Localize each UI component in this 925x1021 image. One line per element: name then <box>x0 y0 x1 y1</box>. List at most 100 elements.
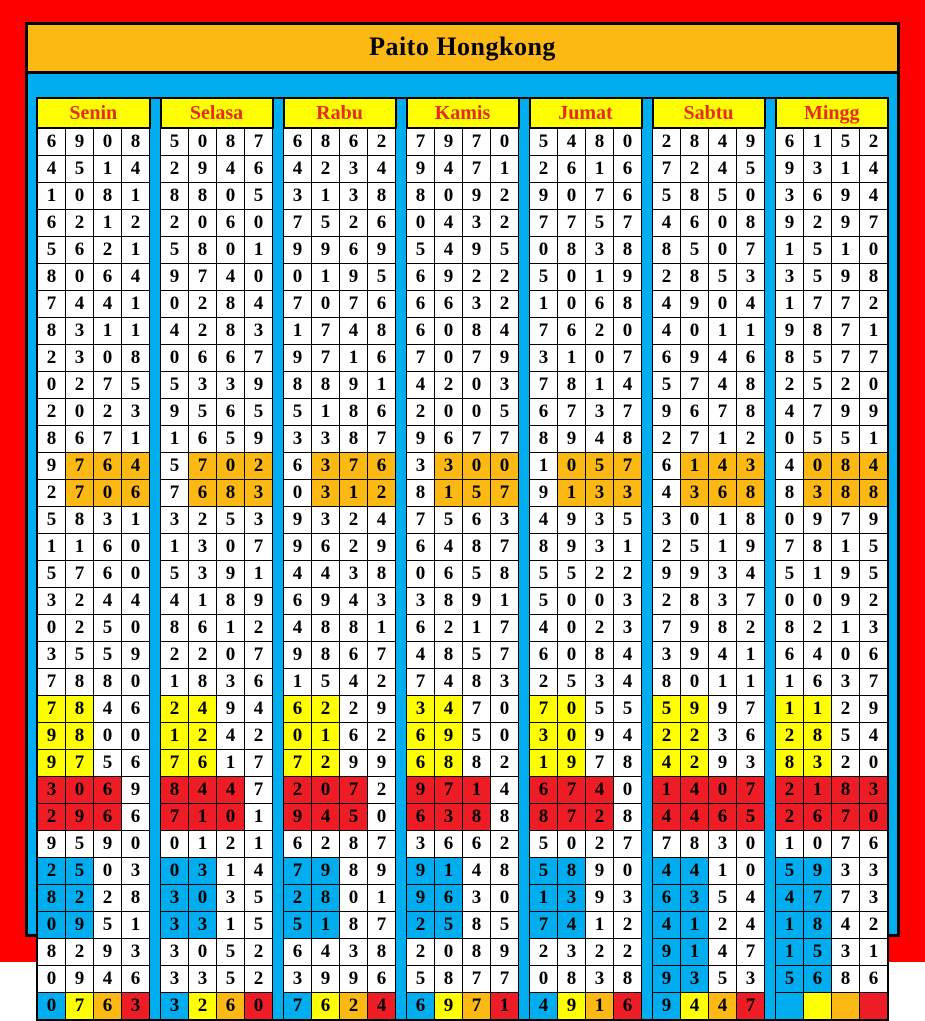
digit-cell: 7 <box>283 857 312 885</box>
digit-cell: 0 <box>490 452 519 480</box>
digit-cell: 4 <box>652 209 681 237</box>
digit-cell: 0 <box>859 371 889 399</box>
digit-cell: 2 <box>93 236 122 264</box>
digit-cell: 8 <box>36 263 66 291</box>
digit-cell: 5 <box>831 425 860 453</box>
digit-cell: 8 <box>462 533 491 561</box>
digit-cell: 5 <box>585 695 614 723</box>
digit-cell: 6 <box>803 803 832 831</box>
digit-cell: 0 <box>65 398 94 426</box>
digit-cell: 3 <box>585 965 614 993</box>
column-gap <box>641 695 653 723</box>
digit-cell: 7 <box>557 398 586 426</box>
column-gap <box>149 236 161 264</box>
column-gap <box>149 776 161 804</box>
digit-cell: 4 <box>708 452 737 480</box>
column-gap <box>149 98 161 128</box>
digit-cell: 5 <box>803 344 832 372</box>
day-header-jumat[interactable]: Jumat <box>528 97 643 129</box>
digit-cell: 7 <box>283 209 312 237</box>
day-header-rabu[interactable]: Rabu <box>282 97 397 129</box>
digit-cell: 9 <box>65 803 94 831</box>
digit-cell: 7 <box>736 776 765 804</box>
day-header-kamis[interactable]: Kamis <box>405 97 520 129</box>
digit-cell: 0 <box>311 776 340 804</box>
legend-swatch: 9 <box>652 992 681 1021</box>
digit-cell: 3 <box>188 911 217 939</box>
digit-cell: 2 <box>283 884 312 912</box>
column-gap <box>641 398 653 426</box>
digit-cell: 5 <box>859 533 889 561</box>
digit-cell: 0 <box>36 965 66 993</box>
digit-cell: 8 <box>367 938 396 966</box>
digit-cell: 2 <box>65 938 94 966</box>
digit-cell: 1 <box>529 452 558 480</box>
digit-cell: 5 <box>708 182 737 210</box>
digit-cell: 7 <box>775 533 804 561</box>
digit-cell: 7 <box>680 371 709 399</box>
digit-cell: 4 <box>708 155 737 183</box>
digit-cell: 3 <box>311 506 340 534</box>
digit-cell: 0 <box>557 263 586 291</box>
legend-swatch: 0 <box>244 992 273 1021</box>
digit-cell: 1 <box>775 911 804 939</box>
digit-cell: 5 <box>367 263 396 291</box>
column-gap <box>395 155 407 183</box>
digit-cell: 9 <box>160 263 189 291</box>
day-header-sabtu[interactable]: Sabtu <box>651 97 766 129</box>
digit-cell: 6 <box>613 155 642 183</box>
digit-cell: 0 <box>490 127 519 156</box>
column-gap <box>518 182 530 210</box>
day-header-mingg[interactable]: Mingg <box>774 97 889 129</box>
digit-cell: 8 <box>311 614 340 642</box>
digit-cell: 5 <box>244 182 273 210</box>
digit-cell: 3 <box>160 965 189 993</box>
digit-cell: 2 <box>311 830 340 858</box>
digit-cell: 6 <box>434 290 463 318</box>
digit-cell: 5 <box>708 884 737 912</box>
digit-cell: 7 <box>680 425 709 453</box>
day-header-senin[interactable]: Senin <box>36 97 151 129</box>
digit-cell: 6 <box>613 182 642 210</box>
digit-cell: 3 <box>160 911 189 939</box>
digit-cell: 0 <box>36 371 66 399</box>
digit-cell: 2 <box>585 614 614 642</box>
digit-cell: 9 <box>831 398 860 426</box>
column-gap <box>764 236 776 264</box>
digit-cell: 7 <box>462 127 491 156</box>
digit-cell: 5 <box>529 127 558 156</box>
column-gap <box>764 263 776 291</box>
digit-cell: 3 <box>462 209 491 237</box>
digit-cell: 5 <box>65 857 94 885</box>
digit-cell: 0 <box>736 830 765 858</box>
legend-swatch: 1 <box>490 992 519 1021</box>
day-header-selasa[interactable]: Selasa <box>159 97 274 129</box>
digit-cell: 9 <box>283 533 312 561</box>
digit-cell: 8 <box>490 560 519 588</box>
digit-cell: 7 <box>339 290 368 318</box>
digit-cell: 6 <box>680 398 709 426</box>
digit-cell: 9 <box>736 127 765 156</box>
digit-cell: 0 <box>339 884 368 912</box>
digit-cell: 1 <box>160 722 189 750</box>
digit-cell: 2 <box>529 155 558 183</box>
legend-swatch: 6 <box>613 992 642 1021</box>
column-gap <box>272 992 284 1020</box>
column-gap <box>395 614 407 642</box>
digit-cell: 5 <box>652 695 681 723</box>
column-gap <box>764 803 776 831</box>
digit-cell: 2 <box>775 803 804 831</box>
column-gap <box>395 749 407 777</box>
digit-cell: 2 <box>311 749 340 777</box>
digit-cell: 8 <box>339 857 368 885</box>
digit-cell: 2 <box>406 938 435 966</box>
digit-cell: 9 <box>680 641 709 669</box>
digit-cell: 4 <box>708 371 737 399</box>
digit-cell: 3 <box>585 398 614 426</box>
digit-cell: 7 <box>652 155 681 183</box>
digit-cell: 3 <box>490 371 519 399</box>
digit-cell: 3 <box>736 965 765 993</box>
